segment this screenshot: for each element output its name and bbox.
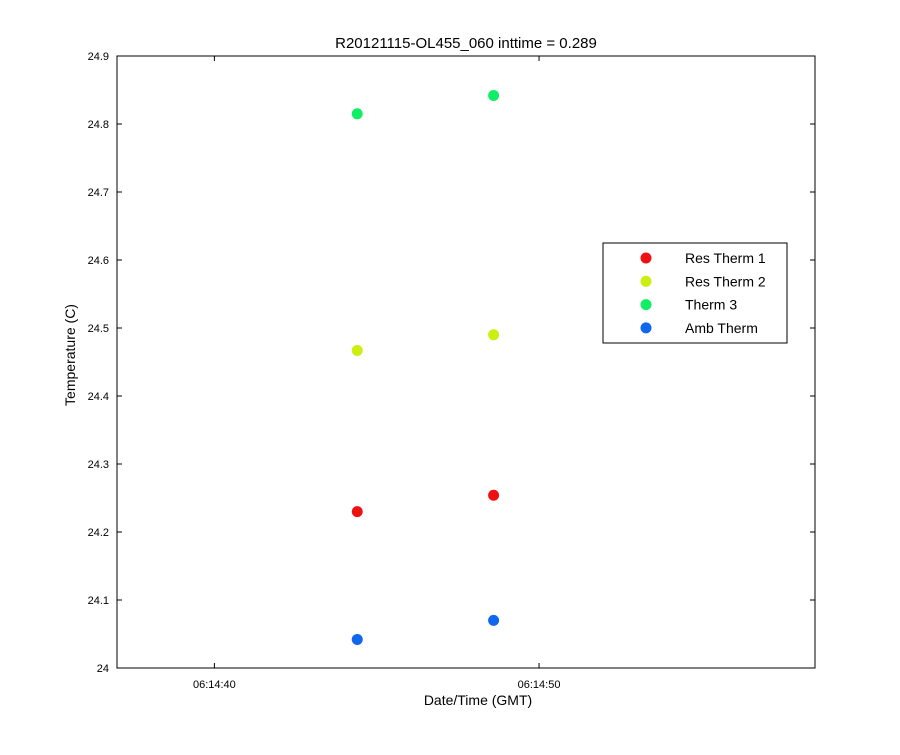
y-tick-label: 24.7 <box>88 187 109 199</box>
legend: Res Therm 1 Res Therm 2 Therm 3 Amb Therm <box>602 242 788 344</box>
y-tick-label: 24.6 <box>88 255 109 267</box>
y-tick-label: 24.4 <box>88 391 109 403</box>
y-tick-label: 24.1 <box>88 595 109 607</box>
legend-label-res-therm-2: Res Therm 2 <box>685 273 766 289</box>
x-axis-label: Date/Time (GMT) <box>424 692 532 708</box>
legend-marker-res-therm-2 <box>640 275 652 287</box>
point-res-therm-2 <box>351 344 363 356</box>
legend-marker-res-therm-1 <box>640 252 652 264</box>
y-tick-label: 24.5 <box>88 323 109 335</box>
point-res-therm-2 <box>488 329 500 341</box>
y-tick-label: 24.9 <box>88 51 109 63</box>
legend-label-amb-therm: Amb Therm <box>685 320 758 336</box>
plot-area <box>116 55 816 669</box>
y-tick-label: 24 <box>97 663 109 675</box>
data-points <box>351 89 500 645</box>
legend-label-res-therm-1: Res Therm 1 <box>685 250 766 266</box>
chart-title: R20121115-OL455_060 inttime = 0.289 <box>335 35 597 52</box>
x-axis: 06:14:40 06:14:50 <box>193 56 560 691</box>
point-therm-3 <box>488 89 500 101</box>
y-tick-label: 24.3 <box>88 459 109 471</box>
point-amb-therm <box>488 614 500 626</box>
point-therm-3 <box>351 108 363 120</box>
y-axis: 24 24.1 24.2 24.3 24.4 24.5 24.6 24.7 24.8 24.9 <box>88 51 815 675</box>
y-tick-label: 24.2 <box>88 527 109 539</box>
legend-marker-therm-3 <box>640 299 652 311</box>
point-amb-therm <box>351 633 363 645</box>
y-tick-label: 24.8 <box>88 119 109 131</box>
point-res-therm-1 <box>351 506 363 518</box>
legend-box <box>602 242 788 344</box>
y-axis-label: Temperature (C) <box>62 304 78 406</box>
x-tick-label: 06:14:40 <box>193 679 236 691</box>
legend-label-therm-3: Therm 3 <box>685 297 737 313</box>
x-tick-label: 06:14:50 <box>518 679 561 691</box>
point-res-therm-1 <box>488 489 500 501</box>
legend-marker-amb-therm <box>640 322 652 334</box>
